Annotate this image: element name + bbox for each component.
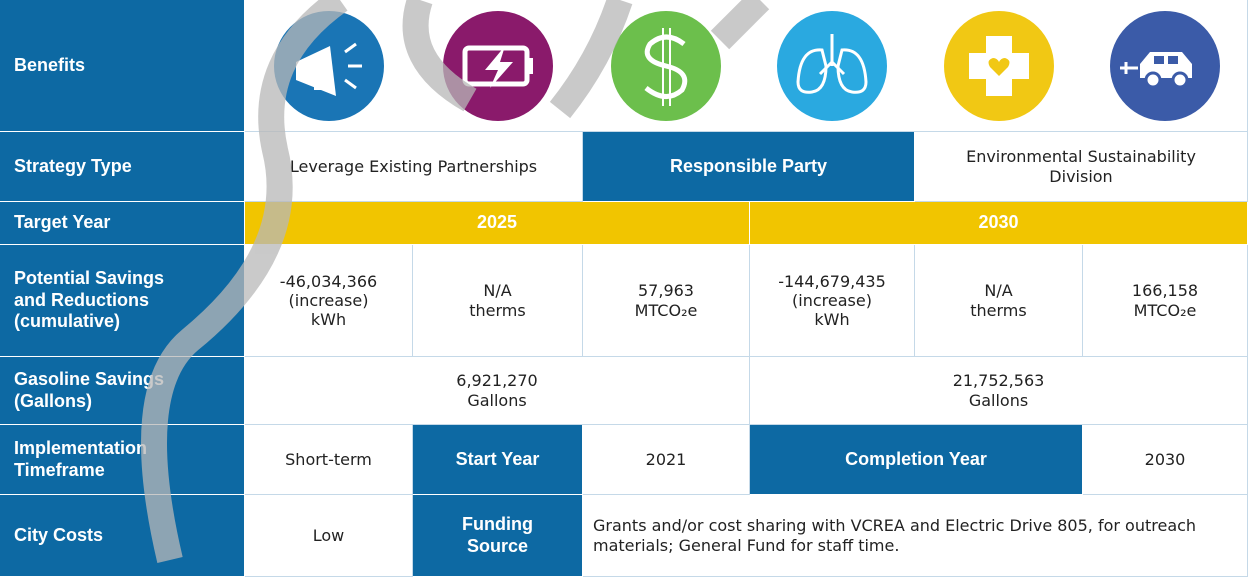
row-label: Benefits	[0, 0, 245, 132]
cell-line: therms	[970, 300, 1027, 320]
row-label: Potential Savings and Reductions (cumula…	[0, 245, 245, 357]
header-cell: Funding Source	[413, 495, 583, 577]
cell-line: therms	[469, 300, 526, 320]
cell-line: Gallons	[968, 390, 1029, 410]
cell-line: Gallons	[467, 390, 527, 410]
gasoline-cell: 6,921,270 Gallons	[245, 357, 750, 425]
cell-line: 166,158	[1131, 281, 1199, 301]
row-label: Implementation Timeframe	[0, 425, 245, 495]
cell-line: N/A	[483, 281, 512, 301]
label-text: Strategy Type	[14, 155, 132, 176]
cell-line: MTCO₂e	[634, 300, 698, 320]
cell-line: kWh	[814, 310, 850, 330]
cell: Grants and/or cost sharing with VCREA an…	[583, 495, 1248, 577]
label-text: Gasoline Savings (Gallons)	[14, 368, 165, 411]
label-text: Benefits	[14, 54, 86, 75]
row-label: City Costs	[0, 495, 245, 577]
label-text: City Costs	[14, 524, 104, 545]
row-label: Strategy Type	[0, 132, 245, 202]
row-label: Target Year	[0, 202, 245, 245]
cell-line: 57,963	[638, 281, 694, 301]
header-cell: Start Year	[413, 425, 583, 495]
savings-cell: N/A therms	[413, 245, 583, 357]
savings-cell: 57,963 MTCO₂e	[583, 245, 750, 357]
cell: Short-term	[245, 425, 413, 495]
header-cell: Responsible Party	[583, 132, 915, 202]
cell-line: 6,921,270	[456, 371, 538, 391]
cell: Low	[245, 495, 413, 577]
cell-line: kWh	[310, 310, 347, 330]
label-text: Target Year	[14, 212, 111, 233]
cell-line: 21,752,563	[952, 371, 1045, 391]
row-label: Gasoline Savings (Gallons)	[0, 357, 245, 425]
cell-line: N/A	[984, 281, 1013, 301]
savings-cell: 166,158 MTCO₂e	[1083, 245, 1248, 357]
cell: Environmental Sustainability Division	[915, 132, 1248, 202]
savings-cell: N/A therms	[915, 245, 1083, 357]
label-text: Implementation Timeframe	[14, 437, 148, 480]
header-cell: Completion Year	[750, 425, 1083, 495]
cell: Leverage Existing Partnerships	[245, 132, 583, 202]
gasoline-cell: 21,752,563 Gallons	[750, 357, 1248, 425]
cell: 2021	[583, 425, 750, 495]
cell: 2030	[1083, 425, 1248, 495]
savings-cell: -144,679,435 (increase) kWh	[750, 245, 915, 357]
label-text: Potential Savings and Reductions (cumula…	[14, 268, 165, 332]
year-cell: 2025	[245, 202, 750, 245]
icons-cell	[245, 0, 1248, 132]
cell-line: -46,034,366	[279, 271, 378, 291]
year-cell: 2030	[750, 202, 1248, 245]
cell-line: MTCO₂e	[1133, 300, 1197, 320]
cell-line: (increase)	[288, 290, 369, 310]
cell-line: (increase)	[792, 290, 872, 310]
savings-cell: -46,034,366 (increase) kWh	[245, 245, 413, 357]
cell-line: -144,679,435	[778, 271, 886, 291]
